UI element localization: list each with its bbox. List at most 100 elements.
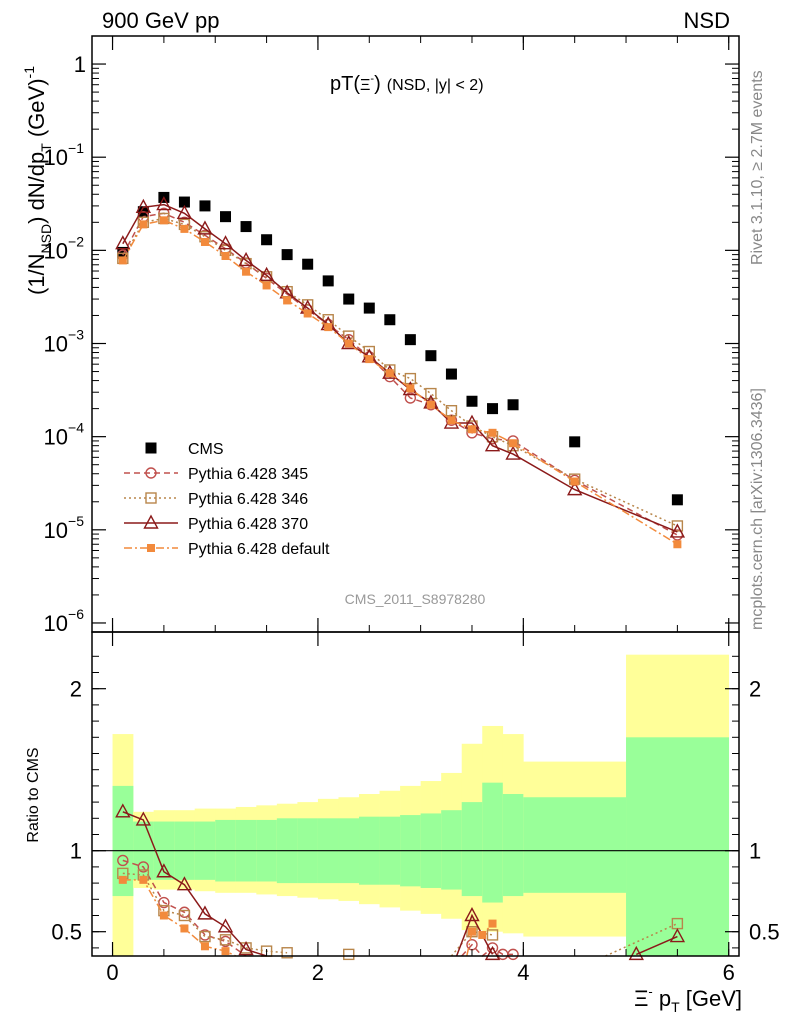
ratio-point	[118, 875, 127, 884]
inner-band	[461, 802, 483, 897]
ratio-point	[158, 896, 170, 909]
ratio-series-0	[117, 854, 519, 961]
data-point	[671, 494, 683, 506]
ratio-point	[221, 947, 230, 956]
data-point	[178, 196, 190, 208]
main-plot-marks	[115, 191, 686, 549]
data-point	[507, 399, 519, 411]
title-main: pT(	[330, 73, 360, 95]
y-tick-label: 1	[70, 839, 82, 864]
ratio-point	[199, 930, 211, 943]
data-point	[343, 293, 355, 305]
data-point	[238, 251, 254, 267]
ylabel-sub: NSD	[38, 224, 54, 254]
legend-marker	[145, 467, 157, 479]
data-point	[484, 437, 501, 452]
data-point	[118, 256, 127, 265]
data-point	[487, 403, 499, 415]
rivet-version-label: Rivet 3.1.10, ≥ 2.7M events	[749, 70, 766, 265]
xlabel-sub: T	[671, 999, 680, 1015]
ratio-point	[176, 876, 193, 891]
ratio-xlabel: Ξ- pT [GeV]	[634, 984, 742, 1015]
ratio-point	[628, 945, 644, 961]
ylabel-sub2: T	[38, 143, 54, 152]
xlabel-particle: Ξ	[634, 986, 648, 1011]
header-energy-label: 900 GeV pp	[102, 8, 219, 33]
ratio-point	[238, 941, 254, 956]
legend-entry: Pythia 6.428 345	[124, 466, 308, 483]
series-3	[115, 196, 686, 538]
series-line-1	[122, 212, 678, 536]
inner-band	[441, 810, 463, 890]
y-tick-label: 10−2	[44, 233, 85, 263]
y-tick-label: 10−5	[44, 513, 85, 543]
ratio-series-line	[122, 811, 267, 957]
data-point	[385, 369, 394, 378]
xlabel-sup: -	[648, 984, 652, 999]
ratio-series-line	[455, 913, 494, 957]
xlabel-unit: [GeV]	[680, 986, 742, 1011]
legend-entry: Pythia 6.428 346	[124, 491, 308, 508]
inner-band	[626, 737, 730, 956]
x-tick-label: 2	[312, 960, 324, 985]
y-tick-label: 10−1	[44, 140, 85, 170]
series-line-2	[122, 217, 678, 527]
ratio-point	[217, 918, 234, 933]
y-tick-label: 2	[70, 677, 82, 702]
legend-label: CMS	[188, 441, 224, 458]
y-tick-label-right: 0.5	[749, 920, 780, 945]
xlabel-mid: p	[653, 986, 671, 1011]
ratio-point	[219, 934, 232, 946]
series-line-4	[122, 219, 678, 545]
header-process-label: NSD	[684, 8, 730, 33]
ratio-point	[200, 942, 209, 951]
x-tick-label: 4	[517, 960, 529, 985]
legend-label: Pythia 6.428 345	[188, 466, 308, 483]
ratio-series-1	[117, 867, 684, 961]
data-point	[467, 425, 476, 434]
legend-label: Pythia 6.428 346	[188, 491, 308, 508]
ratio-point	[137, 861, 150, 873]
data-point	[117, 246, 129, 258]
y-tick-label: 10−6	[44, 606, 85, 636]
data-point	[404, 392, 417, 404]
ratio-series-3	[118, 875, 497, 957]
ratio-frame	[91, 631, 740, 957]
data-point	[159, 216, 168, 225]
series-2	[117, 212, 684, 532]
data-point	[505, 445, 521, 460]
data-point	[217, 235, 234, 250]
ratio-point	[669, 928, 686, 943]
ratio-point	[488, 919, 497, 928]
ratio-panel: 0 2 4 6 0.5 0.5 1 1 2 2 Ratio to CMS Ξ- pT [GeV]	[25, 631, 780, 1015]
main-title: pT(Ξ-) (NSD, |y| < 2)	[330, 73, 484, 95]
y-tick-label-right: 2	[749, 677, 761, 702]
data-point	[445, 368, 457, 380]
data-point	[425, 387, 437, 400]
y-tick-label: 1	[74, 52, 86, 77]
data-point	[570, 477, 579, 486]
ratio-point	[159, 911, 168, 920]
ratio-uncertainty-bands	[112, 654, 730, 956]
ratio-point	[180, 924, 189, 933]
mcplots-credit-label: mcplots.cern.ch [arXiv:1306.3436]	[749, 388, 766, 630]
y-tick-label: 10−4	[44, 420, 85, 450]
data-point	[567, 481, 583, 496]
ratio-point	[486, 929, 499, 941]
title-sup: -	[370, 73, 374, 85]
data-point	[447, 416, 456, 425]
legend-marker	[147, 544, 155, 552]
title-particle: Ξ	[360, 77, 370, 94]
data-point	[258, 266, 275, 281]
ratio-ylabel: Ratio to CMS	[25, 747, 42, 842]
y-tick-label-right: 1	[749, 839, 761, 864]
ratio-point	[135, 811, 152, 826]
ratio-point	[466, 926, 478, 938]
data-point	[180, 224, 189, 233]
ylabel-unit-sup: -1	[21, 66, 37, 79]
ratio-series-line	[605, 922, 678, 957]
data-point	[673, 540, 682, 549]
data-point	[135, 198, 152, 213]
data-point	[322, 275, 334, 287]
